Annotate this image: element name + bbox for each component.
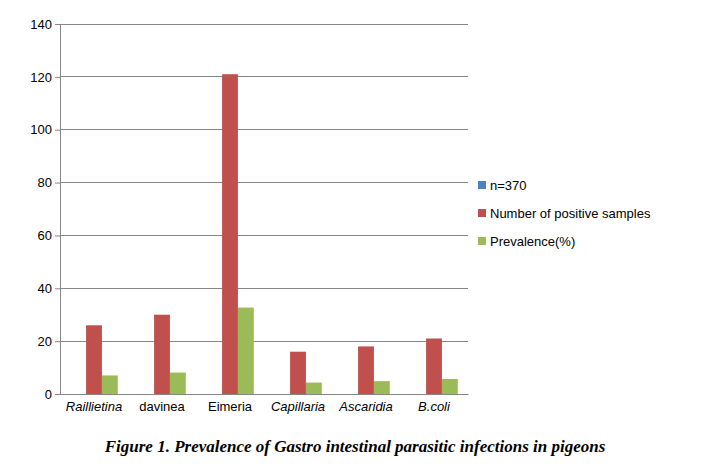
- y-tick: 100: [30, 122, 60, 137]
- y-tick: 20: [38, 334, 60, 349]
- y-tick-mark: [55, 24, 60, 25]
- y-tick-label: 40: [38, 281, 52, 296]
- grid-line: [60, 394, 468, 395]
- y-tick-mark: [55, 288, 60, 289]
- x-tick-label: Raillietina: [66, 399, 122, 414]
- y-tick-mark: [55, 130, 60, 131]
- y-tick: 60: [38, 228, 60, 243]
- grid-line: [60, 182, 468, 183]
- y-tick: 0: [45, 387, 60, 402]
- bar: [170, 373, 186, 394]
- y-tick-label: 0: [45, 387, 52, 402]
- y-tick-mark: [55, 235, 60, 236]
- legend-label: n=370: [490, 178, 527, 193]
- bar: [426, 339, 442, 395]
- bar: [102, 375, 118, 394]
- y-tick-label: 120: [30, 70, 52, 85]
- bar: [238, 308, 254, 394]
- x-tick-label: Capillaria: [271, 399, 325, 414]
- x-axis-line: [61, 394, 469, 395]
- legend-swatch: [478, 237, 486, 245]
- x-tick-label: Eimeria: [208, 399, 253, 414]
- legend-swatch: [478, 209, 486, 217]
- bar: [86, 325, 102, 394]
- bar: [374, 381, 390, 394]
- bar: [306, 383, 322, 394]
- x-tick: Ascaridia: [338, 399, 392, 414]
- y-tick-label: 60: [38, 228, 52, 243]
- y-tick: 80: [38, 175, 60, 190]
- y-tick: 40: [38, 281, 60, 296]
- bar-series: [102, 308, 458, 394]
- legend-item: Prevalence(%): [478, 234, 575, 249]
- bar: [358, 346, 374, 394]
- x-tick: Eimeria: [208, 399, 253, 414]
- y-tick-label: 100: [30, 122, 52, 137]
- legend-label: Number of positive samples: [490, 206, 651, 221]
- x-tick-label: davinea: [139, 399, 185, 414]
- grid-line: [60, 76, 468, 77]
- grid-line: [60, 288, 468, 289]
- y-tick: 120: [30, 70, 60, 85]
- bars: [86, 74, 458, 394]
- grid-line: [60, 129, 468, 130]
- y-tick-mark: [55, 394, 60, 395]
- bar: [290, 352, 306, 394]
- x-tick: Raillietina: [66, 399, 122, 414]
- x-tick-label: B.coli: [418, 399, 451, 414]
- bar-series: [86, 74, 442, 394]
- chart: 0 20 40 60 80 100 120 140 Raillietina davinea Eime…: [0, 0, 711, 471]
- x-tick: B.coli: [418, 399, 451, 414]
- bar: [442, 379, 458, 394]
- legend: n=370 Number of positive samples Prevalenc…: [478, 178, 651, 249]
- legend-item: Number of positive samples: [478, 206, 651, 221]
- legend-label: Prevalence(%): [490, 234, 575, 249]
- x-tick-label: Ascaridia: [338, 399, 392, 414]
- y-axis: 0 20 40 60 80 100 120 140: [30, 17, 60, 402]
- legend-item: n=370: [478, 178, 527, 193]
- x-axis: Raillietina davinea Eimeria Capillaria Ascar…: [61, 395, 469, 415]
- x-tick: davinea: [139, 399, 185, 414]
- y-tick-mark: [55, 77, 60, 78]
- y-tick-mark: [55, 341, 60, 342]
- y-tick-label: 80: [38, 175, 52, 190]
- y-tick-label: 20: [38, 334, 52, 349]
- grid-line: [60, 24, 468, 25]
- legend-swatch: [478, 181, 486, 189]
- grid: [60, 24, 468, 394]
- bar: [154, 315, 170, 394]
- grid-line: [60, 341, 468, 342]
- y-tick-mark: [55, 183, 60, 184]
- title: Figure 1. Prevalence of Gastro intestina…: [104, 437, 606, 456]
- x-tick: Capillaria: [271, 399, 325, 414]
- y-axis-line: [60, 25, 61, 395]
- bar: [222, 74, 238, 394]
- y-tick: 140: [30, 17, 60, 32]
- y-tick-label: 140: [30, 17, 52, 32]
- grid-line: [60, 235, 468, 236]
